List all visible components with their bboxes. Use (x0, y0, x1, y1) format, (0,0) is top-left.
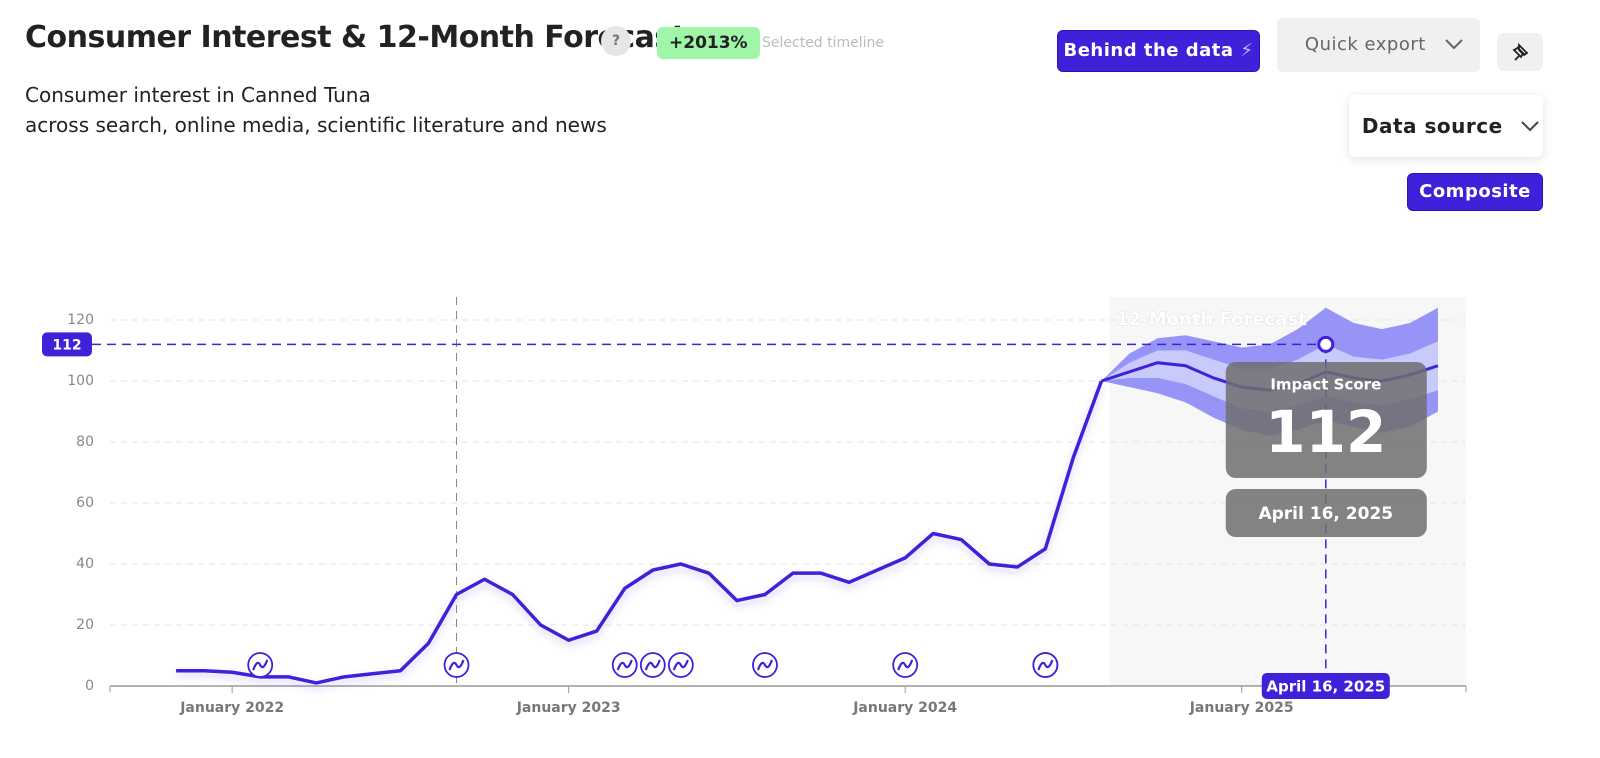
event-circle (667, 652, 694, 678)
interest-line (176, 380, 1104, 685)
y-tick-label: 40 (76, 556, 94, 572)
event-glyph (616, 659, 633, 671)
button-label: Data source (1361, 114, 1503, 138)
event-icon (247, 652, 274, 678)
forecast-line (1100, 361, 1439, 392)
hover-x-label: April 16, 2025 (1266, 678, 1385, 696)
event-circle (611, 652, 638, 678)
hover-point (1317, 335, 1335, 353)
event-icon (639, 652, 666, 678)
event-circle (639, 652, 666, 678)
x-tick-label: January 2024 (852, 700, 957, 716)
outer-band (1101, 307, 1438, 436)
event-glyph (1037, 659, 1054, 671)
event-glyph (756, 659, 773, 671)
subtitle-line: across search, online media, scientific … (25, 113, 607, 137)
event-icon (667, 652, 694, 678)
event-circle (443, 652, 470, 678)
bolt-icon: ⚡︎ (1240, 40, 1254, 61)
event-glyph (1037, 659, 1054, 671)
chevron (1521, 121, 1539, 132)
y-tick-label: 120 (67, 312, 94, 328)
change-badge: +2013% (657, 27, 760, 59)
event-glyph (897, 659, 914, 671)
event-icon (443, 652, 470, 678)
help-icon[interactable]: ? (601, 26, 631, 56)
y-tick-label: 20 (76, 617, 94, 633)
event-icon (892, 652, 919, 678)
event-circle (247, 652, 274, 678)
subtitle-line: Consumer interest in Canned Tuna (25, 83, 371, 107)
composite-button[interactable]: Composite (1407, 173, 1543, 211)
tooltip-value: 112 (1265, 398, 1386, 466)
pin-icon (1512, 42, 1529, 61)
tooltip-date: April 16, 2025 (1258, 504, 1393, 524)
behind-button[interactable]: Behind the data ⚡︎ (1057, 30, 1260, 72)
y-tick-label: 80 (76, 434, 94, 450)
button-label: Quick export (1304, 34, 1426, 55)
event-circle (752, 652, 778, 678)
y-tick-label: 0 (85, 678, 94, 694)
change-note: Selected timeline (762, 35, 885, 51)
export-button[interactable]: Quick export (1277, 18, 1480, 72)
hover-y-label: 112 (52, 337, 81, 353)
y-tick-label: 100 (67, 373, 94, 389)
tooltip-box (1225, 362, 1427, 478)
subtitle: Consumer interest in Canned Tuna across … (25, 80, 607, 140)
x-tick-label: January 2022 (179, 700, 284, 716)
forecast-label: 12-Month Forecast (1116, 309, 1307, 330)
source-dropdown[interactable]: Data source (1349, 95, 1543, 157)
x-tick-label: January 2023 (516, 700, 621, 716)
event-glyph (644, 659, 661, 671)
button-label: Behind the data (1063, 40, 1234, 61)
event-circle (1032, 652, 1059, 678)
title: Consumer Interest & 12-Month Forecast (25, 20, 686, 55)
x-tick-label: January 2025 (1189, 700, 1294, 716)
chevron (1445, 39, 1463, 50)
tooltip-date-box (1225, 489, 1427, 537)
event-icon (1032, 652, 1059, 678)
event-circle (892, 652, 919, 678)
event-icon (1032, 652, 1059, 678)
event-circle (1032, 652, 1059, 678)
event-glyph (252, 659, 269, 671)
event-glyph (448, 659, 465, 671)
pin-button[interactable] (1497, 33, 1543, 71)
forecast-region (1109, 297, 1466, 686)
tooltip-label: Impact Score (1270, 376, 1381, 394)
event-icon (611, 652, 638, 678)
hover-y-badge (42, 332, 92, 357)
event-glyph (672, 659, 689, 671)
y-tick-label: 60 (76, 495, 94, 511)
hover-x-badge (1261, 673, 1390, 699)
event-icon (752, 652, 778, 678)
inner-band (1101, 341, 1438, 412)
